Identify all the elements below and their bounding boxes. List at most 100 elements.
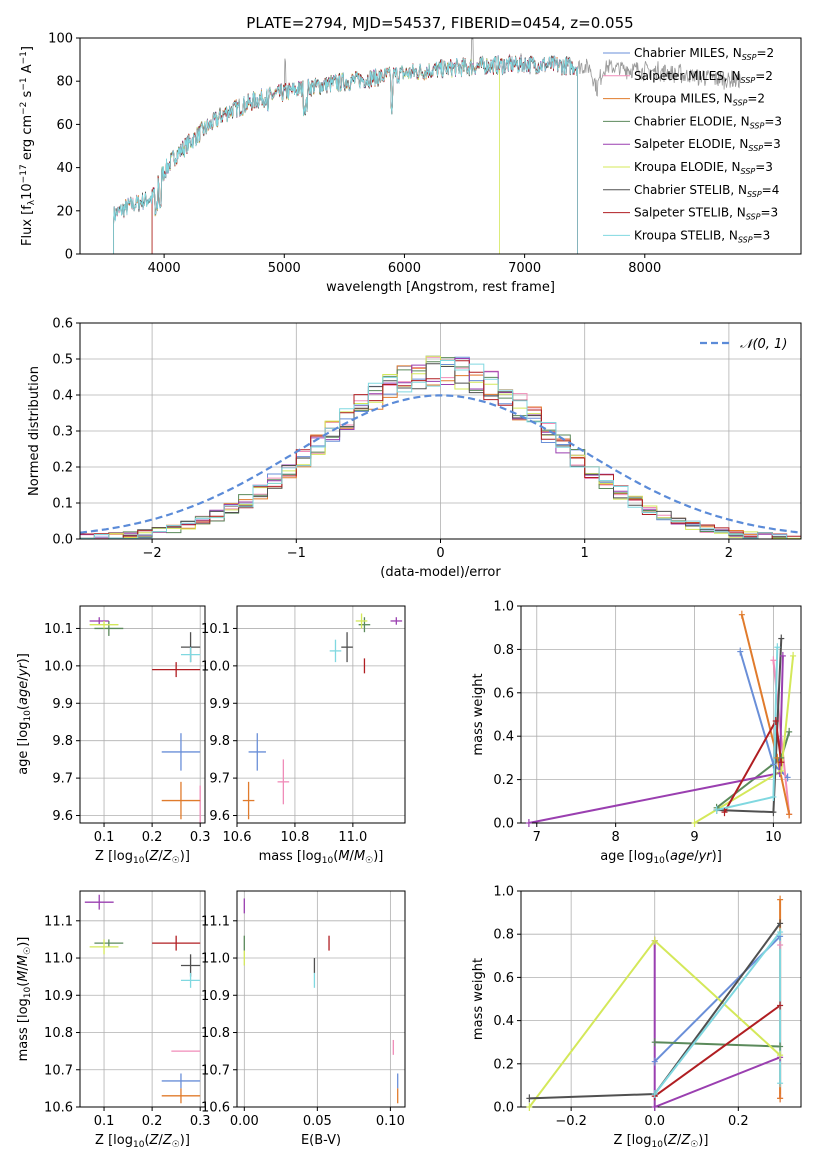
tick-label-y: 10.6 (44, 1101, 73, 1116)
tick-label-y: 0.6 (493, 686, 514, 701)
y-axis-label: Flux [fλ10−17 erg cm−2 s−1 A−1] (19, 46, 37, 246)
panels: 4000 5000 6000 7000 8000020406080100waveleng… (16, 32, 802, 1150)
plot-area (113, 38, 742, 254)
tick-label-x: 0 (436, 546, 444, 561)
tick-label-y: 0.0 (493, 817, 514, 832)
tick-label-y: 0.4 (493, 1014, 514, 1029)
tick-label-y: 0.4 (52, 389, 73, 404)
legend-label: Salpeter MILES, NSSP=2 (634, 69, 773, 85)
tick-label-x: 8 (612, 830, 620, 845)
figure-title: PLATE=2794, MJD=54537, FIBERID=0454, z=0… (246, 14, 633, 32)
legend-label: Salpeter ELODIE, NSSP=3 (634, 137, 781, 153)
tick-label-x: 9 (690, 830, 698, 845)
panel-age-vs-z: 0.1 0.2 0.3 9.6 9.7 9.8 9.9 10.0 10.1 Z [log10(Z/… (16, 605, 211, 866)
tick-label-x: 0.05 (303, 1114, 332, 1129)
tick-label-y: 10.0 (44, 659, 73, 674)
tick-label-x: 0.1 (94, 1114, 115, 1129)
panel-weight-vs-z: −0.2 0.0 0.2 0.0 0.2 0.4 0.6 0.8 1.0 Z [log10(Z/Z… (471, 885, 802, 1150)
tick-label-y: 10.6 (201, 1101, 230, 1116)
x-axis-label: mass [log10(M/M☉)] (259, 849, 384, 866)
legend-label: Kroupa ELODIE, NSSP=3 (634, 160, 773, 176)
tick-label-y: 10.8 (201, 1026, 230, 1041)
tick-label-x: 6000 (388, 261, 421, 276)
tick-label-x: 7000 (508, 261, 541, 276)
tick-label-y: 10.9 (201, 989, 230, 1004)
weight-series-line (653, 940, 781, 1107)
y-axis-label: age [log10(age/yr)] (16, 653, 33, 775)
tick-label-y: 10.9 (44, 989, 73, 1004)
tick-label-x: 0.2 (728, 1114, 749, 1129)
tick-label-y: 10.8 (44, 1026, 73, 1041)
tick-label-y: 0.2 (493, 1057, 514, 1072)
x-axis-label: age [log10(age/yr)] (600, 849, 722, 866)
tick-label-y: 0.2 (493, 773, 514, 788)
legend-label: Salpeter STELIB, NSSP=3 (634, 206, 778, 222)
y-axis-label: mass weight (471, 673, 486, 755)
legend-label: Chabrier MILES, NSSP=2 (634, 46, 774, 62)
tick-label-y: 80 (56, 75, 73, 90)
x-axis-label: E(B-V) (301, 1133, 341, 1148)
tick-label-y: 0.8 (493, 928, 514, 943)
tick-label-y: 10.1 (44, 622, 73, 637)
tick-label-y: 20 (56, 204, 73, 219)
tick-label-x: 10.8 (280, 830, 309, 845)
legend-label: Kroupa MILES, NSSP=2 (634, 92, 765, 108)
axes-frame (236, 890, 406, 1108)
tick-label-y: 0.8 (493, 643, 514, 658)
weight-series-line (723, 717, 783, 813)
plot-area (528, 614, 795, 823)
y-axis-label: mass [log10(M/M☉)] (16, 937, 33, 1062)
tick-label-y: 11.1 (44, 914, 73, 929)
panel-residuals: −2 −1 0 1 2 0.0 0.1 0.2 0.3 0.4 0.5 0.6 (data-model)… (27, 317, 802, 580)
tick-label-x: 0.3 (190, 1114, 211, 1129)
axes-frame (79, 322, 802, 540)
y-axis-label: mass weight (471, 958, 486, 1040)
tick-label-y: 9.6 (52, 809, 73, 824)
panel-mass-vs-z: 0.1 0.2 0.3 10.6 10.7 10.8 10.9 11.0 11.1 Z [log1… (16, 890, 211, 1150)
legend-label: Chabrier ELODIE, NSSP=3 (634, 114, 782, 130)
legend-label: 𝒩(0, 1) (740, 337, 787, 352)
plot-area (80, 355, 801, 539)
tick-label-y: 0.6 (493, 971, 514, 986)
axes-frame (236, 605, 406, 824)
tick-label-y: 9.8 (209, 734, 230, 749)
tick-label-x: 5000 (268, 261, 301, 276)
axes-frame (79, 890, 206, 1108)
tick-label-x: 2 (725, 546, 733, 561)
tick-label-y: 9.9 (52, 697, 73, 712)
tick-label-x: 8000 (628, 261, 661, 276)
tick-label-y: 9.9 (209, 697, 230, 712)
panel-mass-vs-ebv: 0.00 0.05 0.10 10.6 10.7 10.8 10.9 11.0 11.1 E(B-… (201, 890, 406, 1148)
tick-label-y: 0.5 (52, 353, 73, 368)
tick-label-y: 11.0 (44, 952, 73, 967)
tick-label-x: 10 (765, 830, 782, 845)
tick-label-x: 10.6 (223, 830, 252, 845)
tick-label-y: 0 (65, 248, 73, 263)
plot-area (242, 613, 403, 820)
tick-label-x: 0.1 (94, 830, 115, 845)
tick-label-y: 9.6 (209, 809, 230, 824)
tick-label-y: 10.7 (44, 1063, 73, 1078)
tick-label-y: 0.1 (52, 497, 73, 512)
histogram-series (80, 360, 801, 539)
y-axis-label: Normed distribution (27, 366, 42, 496)
x-axis-label: Z [log10(Z/Z☉)] (614, 1133, 709, 1150)
panel-age-vs-mass: 10.6 10.8 11.0 9.6 9.7 9.8 9.9 10.0 10.1 mass [lo… (201, 605, 406, 866)
tick-label-y: 0.0 (52, 533, 73, 548)
axes-frame (79, 605, 206, 824)
tick-label-y: 0.4 (493, 730, 514, 745)
tick-label-y: 0.0 (493, 1101, 514, 1116)
tick-label-y: 11.0 (201, 952, 230, 967)
tick-label-y: 9.7 (209, 772, 230, 787)
tick-label-x: 4000 (148, 261, 181, 276)
weight-series-line (654, 1004, 781, 1098)
tick-label-y: 100 (48, 32, 73, 47)
tick-label-x: −2 (143, 546, 162, 561)
weight-series-line (716, 638, 783, 814)
weight-series-line (528, 655, 784, 823)
tick-label-y: 11.1 (201, 914, 230, 929)
axes-frame (520, 605, 802, 824)
x-axis-label: Z [log10(Z/Z☉)] (95, 849, 190, 866)
tick-label-y: 10.0 (201, 659, 230, 674)
